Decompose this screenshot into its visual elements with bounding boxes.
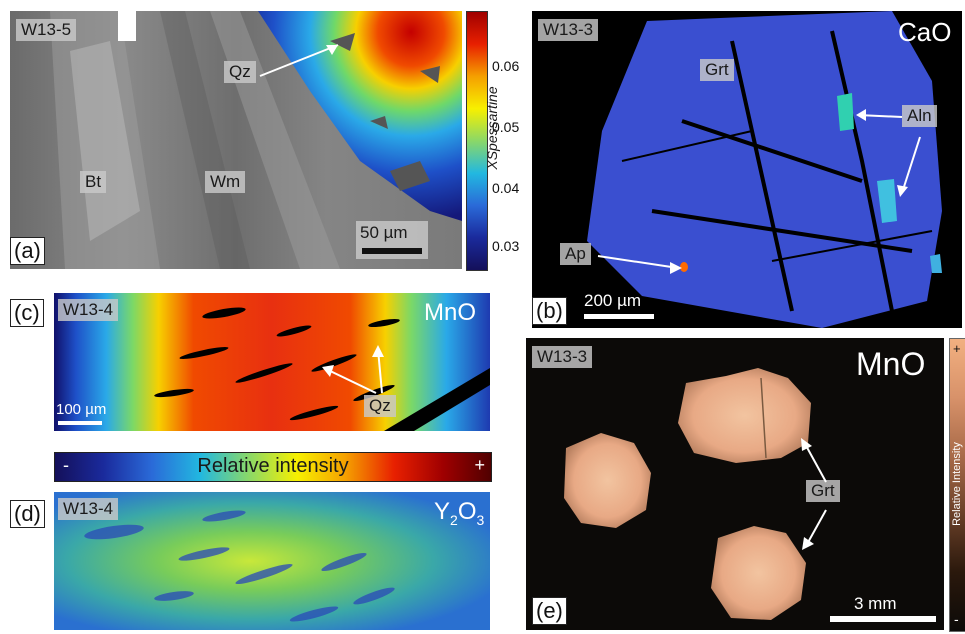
qz-arrow	[259, 44, 339, 77]
scale-text-c: 100 µm	[56, 401, 107, 418]
colorbar-a-tick-2: 0.04	[492, 180, 520, 196]
qz-arrows-c	[322, 345, 384, 394]
oxide-label-c: MnO	[424, 299, 477, 326]
panel-b-image	[587, 11, 942, 328]
sample-label-a: W13-5	[16, 19, 77, 41]
oxide-label-b: CaO	[898, 17, 952, 47]
intensity-minus: -	[63, 455, 69, 475]
panel-letter-b: (b)	[532, 297, 567, 325]
colorbar-e-plus: +	[953, 341, 961, 356]
colorbar-e-minus: -	[954, 611, 959, 627]
sample-label-d: W13-4	[58, 498, 119, 520]
panel-c: W13-4 MnO Qz 100 µm	[54, 293, 490, 431]
sample-label-c: W13-4	[58, 299, 119, 321]
scale-line-e	[830, 616, 936, 622]
panel-d: W13-4 Y2O3	[54, 492, 490, 630]
sample-label-b: W13-3	[538, 19, 599, 41]
colorbar-e-label: Relative Intensity	[951, 442, 963, 526]
panel-d-image	[54, 492, 490, 630]
mineral-label-qz-c: Qz	[364, 395, 396, 417]
mineral-label-bt: Bt	[80, 171, 107, 193]
colorbar-e: + -	[949, 338, 965, 632]
mineral-label-qz: Qz	[224, 61, 256, 83]
scale-text-e: 3 mm	[854, 594, 897, 613]
panel-e: W13-3 MnO Grt 3 mm	[526, 338, 944, 630]
panel-letter-c: (c)	[10, 299, 44, 327]
mineral-label-grt-b: Grt	[700, 59, 734, 81]
scale-bar-a: 50 µm	[356, 221, 428, 259]
scale-line-c	[58, 421, 102, 425]
panel-e-image	[564, 368, 811, 620]
sample-label-e: W13-3	[532, 346, 593, 368]
colorbar-a	[466, 11, 488, 271]
colorbar-a-tick-3: 0.03	[492, 238, 520, 254]
oxide-d-sub2: 3	[476, 511, 485, 528]
ap-arrow	[597, 255, 682, 274]
aln-arrows	[856, 109, 921, 197]
oxide-d-mid: O	[457, 498, 477, 525]
mineral-label-grt-e: Grt	[806, 480, 840, 502]
panel-letter-a: (a)	[10, 237, 45, 265]
panel-letter-d: (d)	[10, 500, 45, 528]
scale-text-b: 200 µm	[584, 291, 642, 310]
panel-letter-e: (e)	[532, 597, 567, 625]
mineral-label-aln: Aln	[902, 105, 937, 127]
mineral-label-wm: Wm	[205, 171, 246, 193]
relative-intensity-bar: - Relative intensity +	[54, 452, 492, 482]
scale-line-b	[584, 314, 654, 319]
panel-b: W13-3 CaO Grt Aln Ap 200 µm (b)	[532, 11, 962, 328]
oxide-d-main: Y	[434, 498, 451, 525]
scale-text-a: 50 µm	[360, 223, 408, 242]
colorbar-a-tick-1: 0.05	[492, 119, 520, 135]
intensity-plus: +	[474, 455, 485, 475]
intensity-label: Relative intensity	[197, 455, 349, 477]
oxide-label-e: MnO	[856, 346, 926, 382]
scale-line-a	[362, 248, 422, 254]
colorbar-a-tick-0: 0.06	[492, 58, 520, 74]
mineral-label-ap: Ap	[560, 243, 591, 265]
panel-a: W13-5 Qz Bt Wm 50 µm (a)	[10, 11, 462, 269]
oxide-d-sub1: 2	[450, 511, 458, 528]
oxide-label-d: Y2O3	[434, 498, 484, 528]
grt-arrows-e	[801, 438, 827, 550]
